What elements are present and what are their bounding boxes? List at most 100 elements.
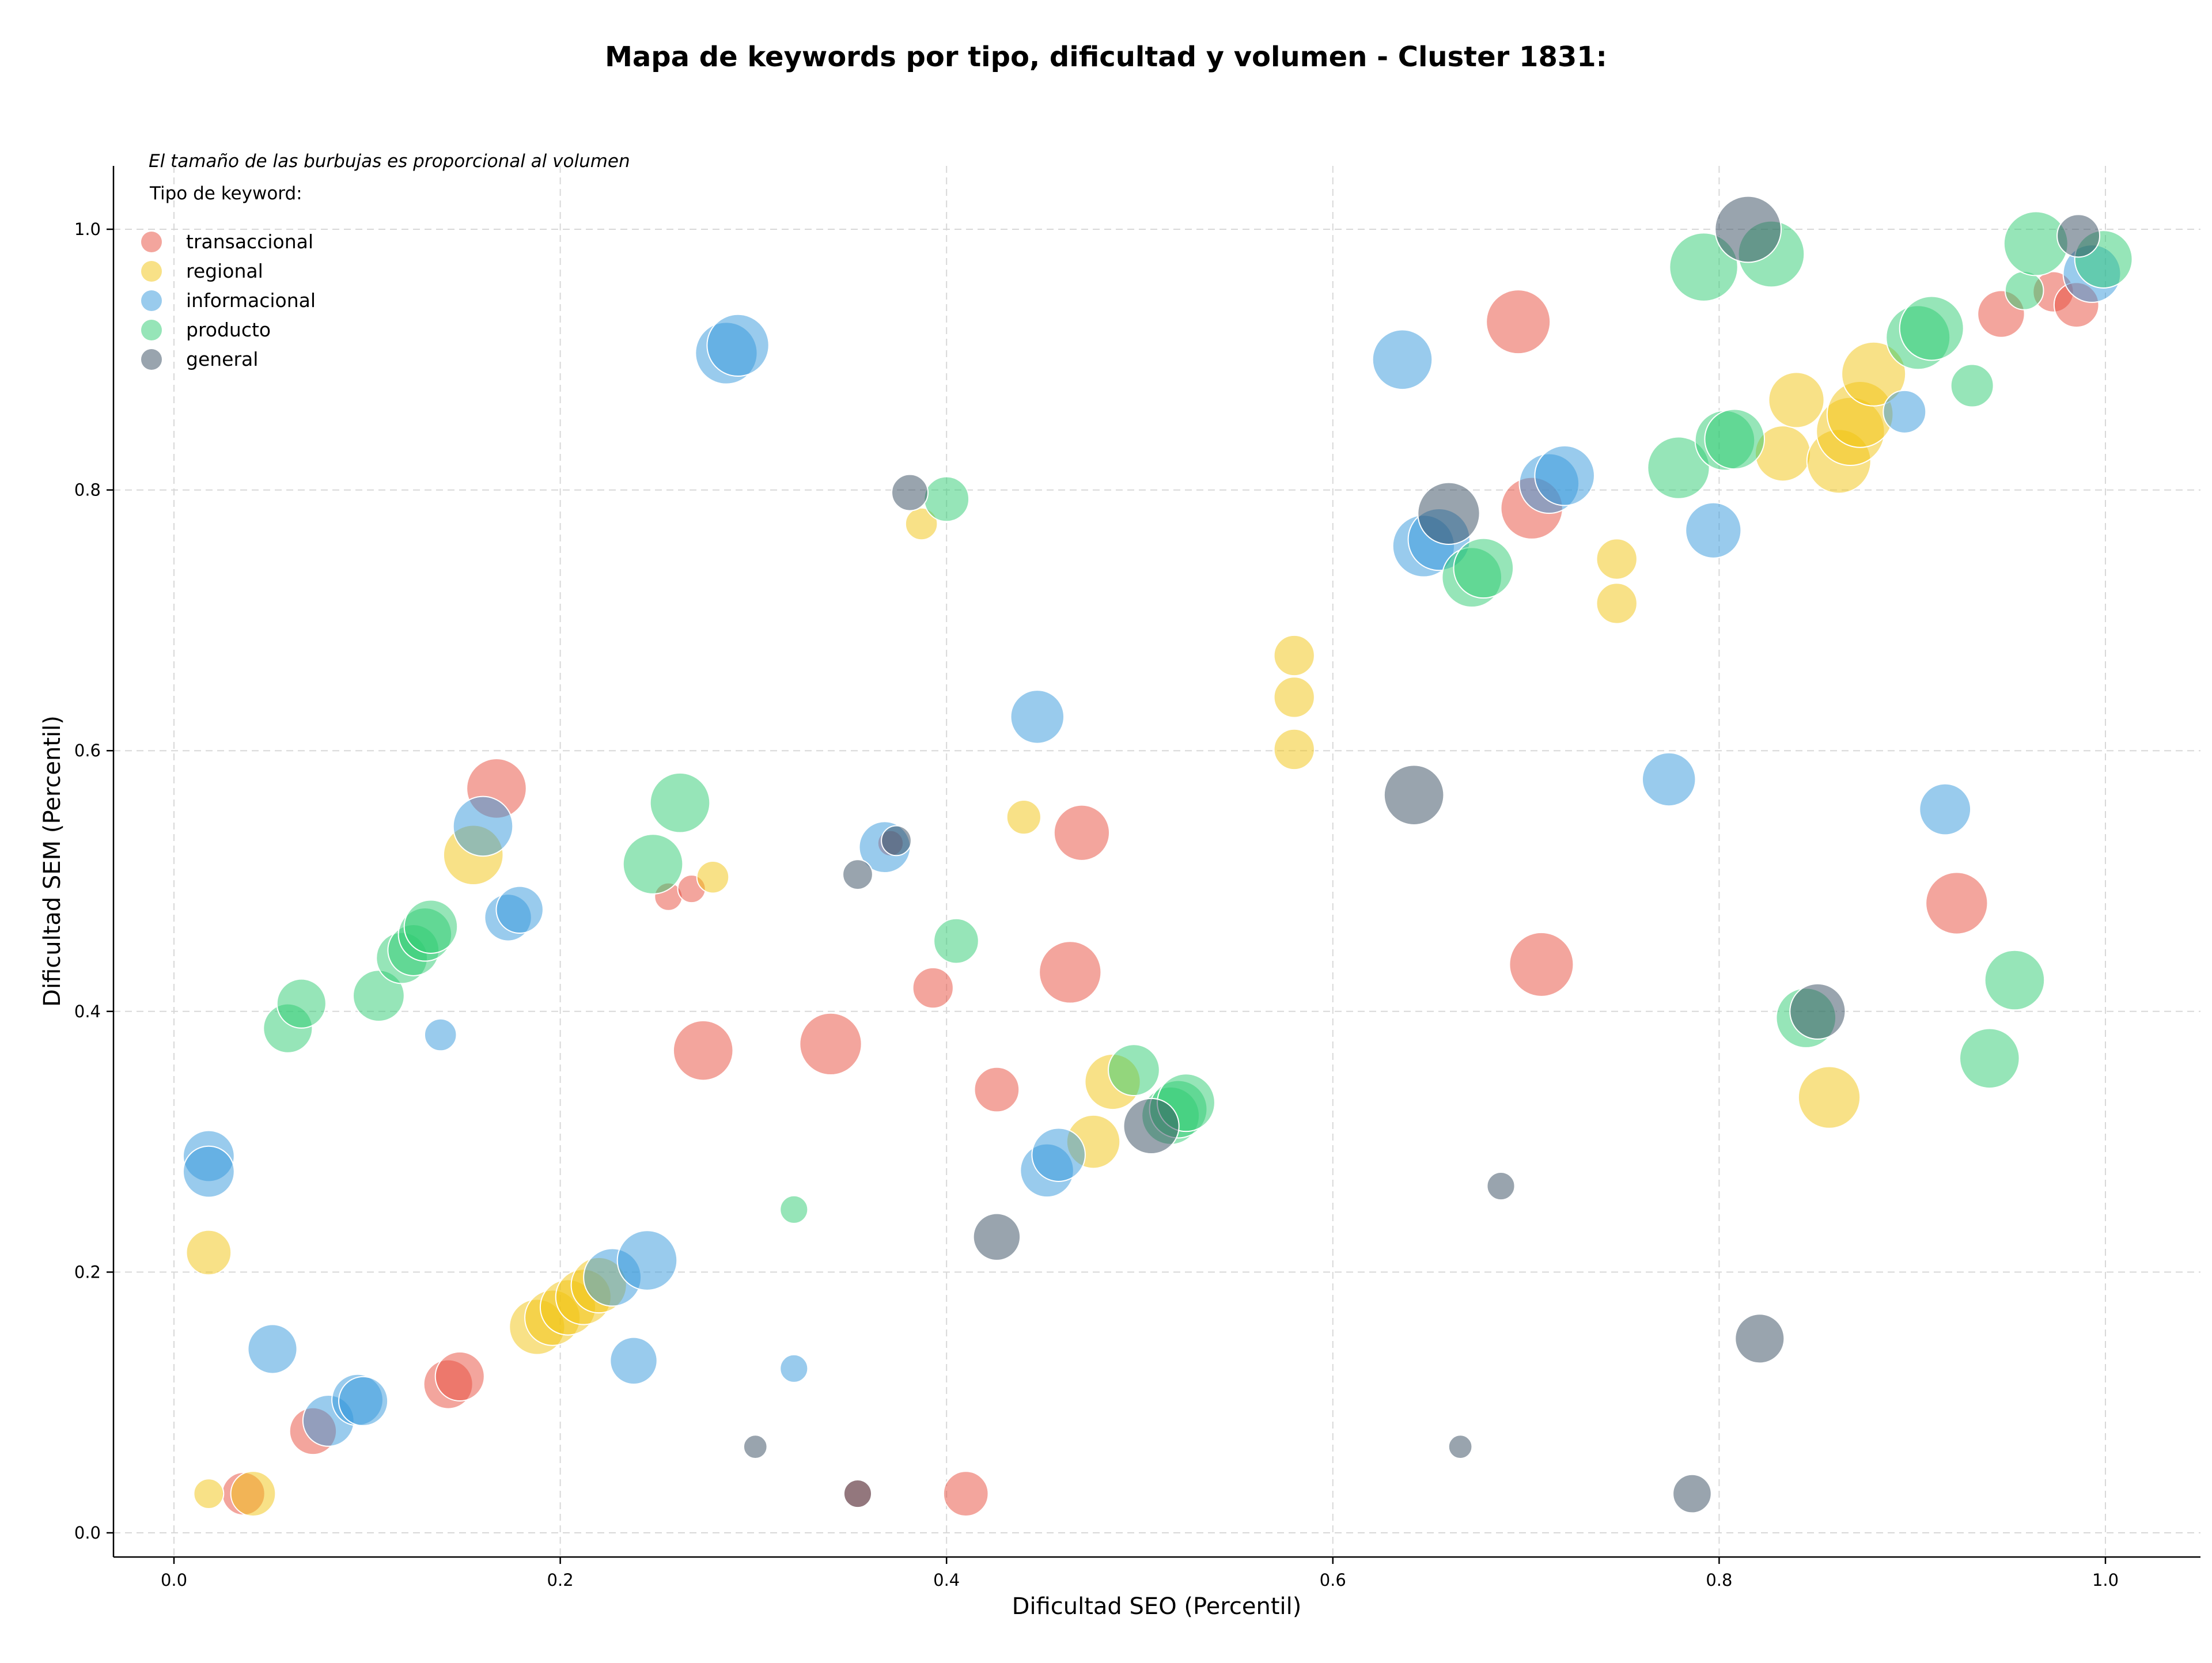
bubble-informacional [779, 1354, 809, 1383]
bubble-informacional [182, 1145, 235, 1198]
bubble-informacional [452, 795, 514, 857]
bubble-transaccional [799, 1012, 862, 1076]
bubble-producto [1453, 537, 1514, 599]
bubble-general [2056, 214, 2101, 258]
ticks: 0.0 0.2 0.4 0.6 0.8 1.0 0.0 0.2 0.4 0.6 0.8 1.0 [74, 219, 2119, 1590]
bubble-regional [193, 1478, 225, 1510]
bubble-informacional [1534, 445, 1595, 506]
x-tick-label: 0.6 [1320, 1570, 1346, 1590]
bubble-producto [622, 834, 684, 895]
bubble-producto [779, 1195, 809, 1224]
y-tick-label: 1.0 [74, 219, 101, 239]
bubble-transaccional [672, 1020, 734, 1081]
legend-label-general: general [186, 348, 258, 370]
series-general [743, 195, 2101, 1514]
bubble-general [972, 1213, 1021, 1261]
bubble-informacional [1031, 1127, 1086, 1182]
x-tick-label: 0.2 [547, 1570, 574, 1590]
bubble-general [843, 1479, 873, 1509]
bubble-transaccional [1509, 931, 1574, 997]
y-tick-label: 0.8 [74, 480, 101, 500]
legend-marker-regional [141, 261, 162, 282]
x-tick-label: 0.8 [1706, 1570, 1732, 1590]
bubble-informacional [706, 313, 770, 377]
bubble-producto [933, 918, 979, 964]
bubble-regional [1768, 372, 1825, 429]
bubble-transaccional [912, 967, 954, 1009]
bubble-regional [1273, 676, 1315, 718]
y-tick-label: 0.2 [74, 1262, 101, 1282]
bubble-general [1448, 1434, 1473, 1459]
bubble-producto [1950, 363, 1994, 408]
x-tick-label: 0.0 [161, 1570, 187, 1590]
bubble-general [891, 473, 929, 512]
bubbles [182, 195, 2133, 1517]
legend-label-regional: regional [186, 260, 263, 282]
chart-title: Mapa de keywords por tipo, dificultad y … [605, 41, 1607, 73]
bubble-general [1486, 1171, 1516, 1201]
bubble-informacional [423, 1018, 457, 1052]
bubble-producto [1984, 949, 2046, 1011]
bubble-informacional [1685, 502, 1742, 559]
bubble-producto [649, 772, 711, 834]
legend-marker-transaccional [141, 232, 162, 252]
bubble-general [1714, 195, 1782, 263]
bubble-regional [1596, 538, 1638, 580]
x-tick-label: 1.0 [2092, 1570, 2119, 1590]
bubble-producto [276, 978, 327, 1029]
bubble-general [881, 825, 912, 857]
bubble-producto [1669, 232, 1738, 302]
bubble-regional [1273, 728, 1315, 771]
legend-label-transaccional: transaccional [186, 230, 313, 253]
bubble-informacional [495, 885, 544, 934]
bubble-producto [403, 899, 459, 954]
bubble-transaccional [1053, 804, 1111, 861]
y-tick-label: 0.0 [74, 1523, 101, 1543]
y-tick-label: 0.4 [74, 1002, 101, 1021]
legend-label-producto: producto [186, 319, 271, 341]
bubble-transaccional [1039, 941, 1102, 1004]
legend-title: Tipo de keyword: [149, 183, 302, 204]
bubble-general [1734, 1313, 1785, 1364]
axes [112, 166, 2200, 1558]
bubble-transaccional [1925, 872, 1988, 935]
bubble-producto [1108, 1044, 1160, 1097]
bubble-informacional [1883, 389, 1927, 434]
bubble-general [1383, 764, 1445, 825]
bubble-producto [1899, 296, 1964, 361]
bubble-regional [696, 860, 730, 894]
x-axis-label: Dificultad SEO (Percentil) [1012, 1593, 1302, 1620]
bubble-regional [1273, 634, 1315, 677]
bubble-size-note: El tamaño de las burbujas es proporciona… [149, 151, 630, 172]
legend-marker-general [141, 349, 162, 370]
legend-marker-producto [141, 320, 162, 340]
legend-marker-informacional [141, 290, 162, 311]
bubble-regional [230, 1471, 276, 1517]
bubble-transaccional [1486, 289, 1551, 355]
bubble-informacional [1372, 329, 1433, 391]
bubble-regional [904, 507, 938, 541]
grid [113, 166, 2200, 1557]
y-tick-label: 0.6 [74, 741, 101, 760]
bubble-transaccional [974, 1066, 1020, 1113]
series-regional [185, 341, 1907, 1517]
bubble-regional [185, 1229, 232, 1276]
x-tick-label: 0.4 [933, 1570, 960, 1590]
bubble-transaccional [434, 1351, 485, 1401]
bubble-producto [1959, 1028, 2020, 1089]
bubble-regional [1006, 800, 1041, 835]
bubble-producto [353, 969, 405, 1022]
bubble-general [743, 1434, 768, 1459]
bubble-regional [1841, 341, 1907, 407]
bubble-general [1789, 983, 1846, 1040]
bubble-informacional [609, 1336, 658, 1385]
bubble-producto [923, 476, 970, 522]
bubble-regional [1797, 1066, 1861, 1129]
bubble-general [1123, 1097, 1180, 1155]
bubble-general [1672, 1473, 1712, 1514]
bubble-regional [1596, 582, 1638, 624]
bubble-informacional [1010, 690, 1065, 744]
bubble-general [842, 859, 873, 891]
